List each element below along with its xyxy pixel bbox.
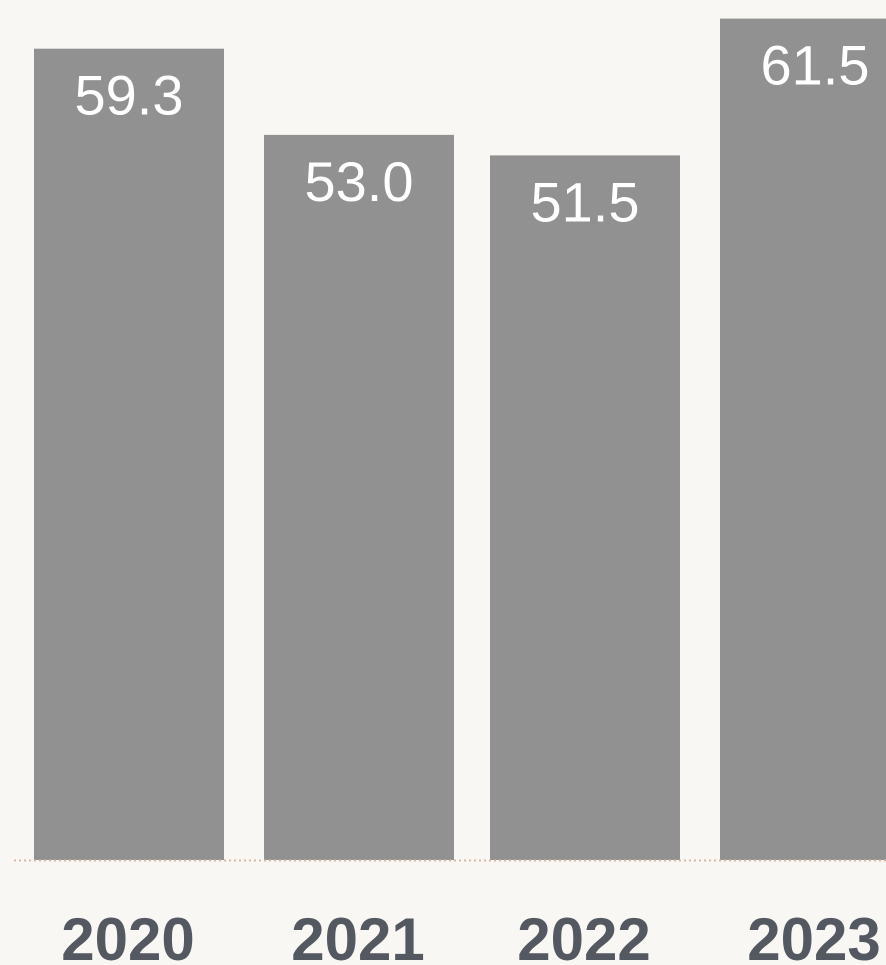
value-label-2021: 53.0 — [305, 150, 414, 213]
category-label-2022: 2022 — [517, 906, 650, 965]
bars-group — [34, 18, 886, 861]
value-label-2022: 51.5 — [531, 170, 640, 233]
category-labels-group: 2020 2021 2022 2023 — [61, 906, 880, 965]
bar-2023 — [720, 18, 886, 861]
category-label-2023: 2023 — [747, 906, 880, 965]
bar-2020 — [34, 48, 224, 860]
value-label-2023: 61.5 — [761, 34, 870, 97]
category-label-2021: 2021 — [291, 906, 424, 965]
value-label-2020: 59.3 — [75, 64, 184, 127]
value-labels-group: 59.3 53.0 51.5 61.5 — [75, 34, 870, 234]
category-label-2020: 2020 — [61, 906, 194, 965]
bar-2021 — [264, 134, 454, 860]
bar-2022 — [490, 155, 680, 860]
